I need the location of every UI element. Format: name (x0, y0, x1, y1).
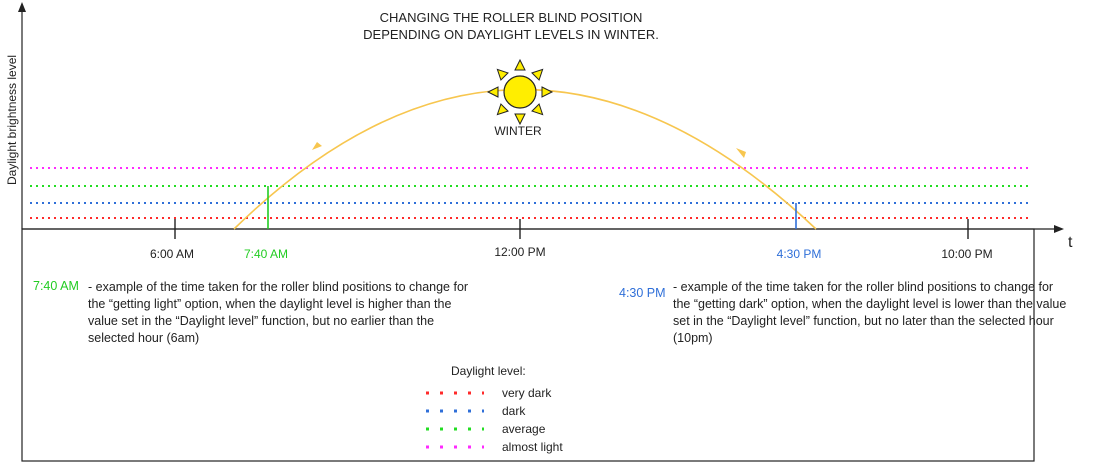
sun-icon (486, 58, 554, 126)
time-label-12pm: 12:00 PM (494, 245, 545, 259)
x-axis-arrow-icon (1054, 225, 1064, 233)
legend-title: Daylight level: (451, 364, 526, 378)
y-axis-label: Daylight brightness level (5, 55, 19, 185)
season-label: WINTER (494, 124, 542, 138)
legend-label-average: average (502, 422, 546, 436)
time-label-740am: 7:40 AM (244, 247, 288, 261)
legend-label-almost-light: almost light (502, 440, 563, 454)
time-label-430pm: 4:30 PM (777, 247, 822, 261)
legend-label-very-dark: very dark (502, 386, 552, 400)
time-label-10pm: 10:00 PM (941, 247, 992, 261)
time-label-6am: 6:00 AM (150, 247, 194, 261)
y-axis-arrow-icon (18, 2, 26, 12)
x-axis-label: t (1068, 234, 1073, 251)
note-right-text: - example of the time taken for the roll… (673, 280, 1067, 345)
sun-path-arc (233, 88, 817, 230)
note-left-text: - example of the time taken for the roll… (88, 280, 469, 345)
title-line-2: DEPENDING ON DAYLIGHT LEVELS IN WINTER. (363, 27, 659, 42)
note-right-time: 4:30 PM (619, 286, 666, 300)
arc-arrow-right-icon (736, 148, 746, 158)
arc-arrow-left-icon (312, 142, 322, 150)
legend-label-dark: dark (502, 404, 526, 418)
title-line-1: CHANGING THE ROLLER BLIND POSITION (380, 10, 643, 25)
note-left-time: 7:40 AM (33, 279, 79, 293)
